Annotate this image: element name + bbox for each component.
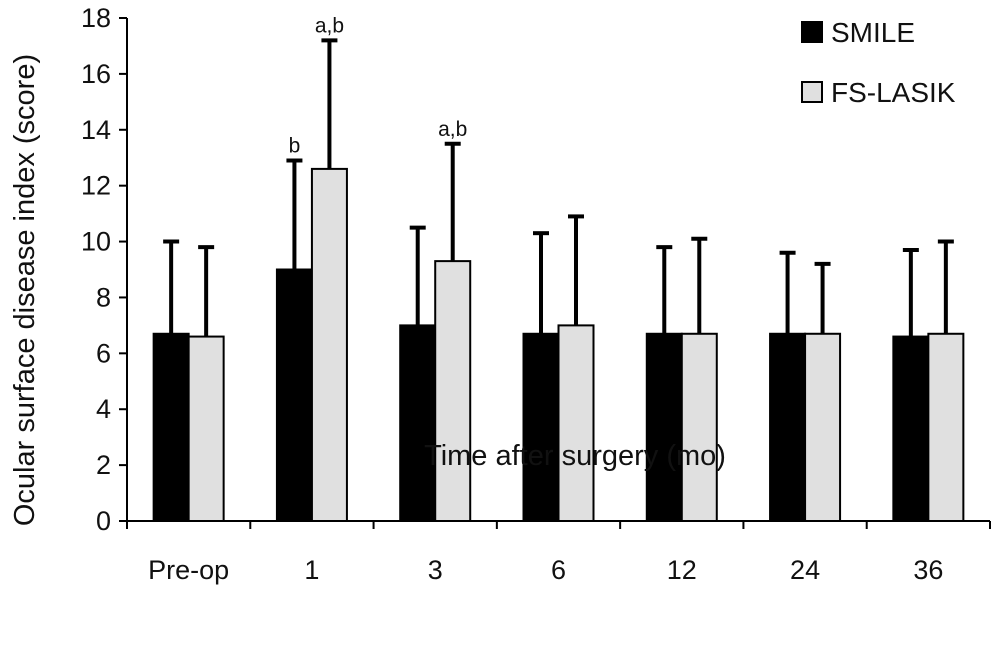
y-tick-label: 6 xyxy=(96,338,111,368)
y-tick-label: 4 xyxy=(96,394,111,424)
y-tick-label: 16 xyxy=(81,59,111,89)
bar-smile xyxy=(399,324,437,522)
x-tick-label: 6 xyxy=(551,555,566,585)
x-tick-label: 3 xyxy=(428,555,443,585)
bars xyxy=(152,38,965,523)
bar-fs-lasik xyxy=(927,332,965,522)
x-axis-label: Time after surgery (mo) xyxy=(424,440,726,472)
x-axis: Pre-op 1 3 6 12 24 36 xyxy=(126,520,991,585)
significance-label: a,b xyxy=(438,118,467,141)
bar-smile xyxy=(769,332,807,522)
y-axis-label: Ocular surface disease index (score) xyxy=(9,54,41,526)
bar-smile xyxy=(892,335,930,523)
bar-smile xyxy=(522,332,560,522)
bar-smile xyxy=(275,268,313,522)
x-tick-label: 12 xyxy=(667,555,697,585)
bar-fs-lasik xyxy=(557,324,595,522)
y-tick-label: 0 xyxy=(96,506,111,536)
significance-annotations: b a,b a,b xyxy=(289,14,468,157)
bar-fs-lasik xyxy=(310,167,348,522)
y-tick-label: 14 xyxy=(81,115,111,145)
legend-swatch xyxy=(801,21,823,43)
x-tick-label: 24 xyxy=(790,555,820,585)
bar-fs-lasik xyxy=(434,260,472,522)
y-tick-label: 2 xyxy=(96,450,111,480)
y-tick-label: 8 xyxy=(96,282,111,312)
y-tick-label: 18 xyxy=(81,3,111,33)
bar-smile xyxy=(645,332,683,522)
legend-label: FS-LASIK xyxy=(831,77,956,108)
x-tick-label: Pre-op xyxy=(148,555,229,585)
legend-swatch xyxy=(801,81,823,103)
legend: SMILE FS-LASIK xyxy=(801,17,956,108)
bar-fs-lasik xyxy=(804,332,842,522)
y-axis: 0 2 4 6 8 10 12 14 16 18 xyxy=(81,3,128,536)
bar-smile xyxy=(152,332,190,522)
y-tick-label: 10 xyxy=(81,227,111,257)
bar-fs-lasik xyxy=(680,332,718,522)
legend-label: SMILE xyxy=(831,17,915,48)
bar-fs-lasik xyxy=(187,335,225,523)
y-tick-label: 12 xyxy=(81,171,111,201)
significance-label: a,b xyxy=(315,14,344,37)
significance-label: b xyxy=(289,135,301,158)
x-tick-label: 36 xyxy=(913,555,943,585)
x-tick-label: 1 xyxy=(304,555,319,585)
